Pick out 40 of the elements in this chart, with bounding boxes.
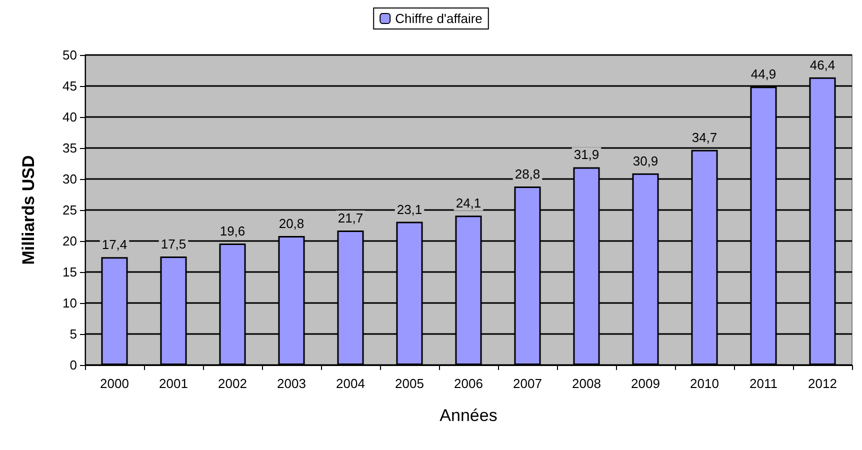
y-tick-label: 5: [70, 326, 77, 342]
y-axis-title: Milliards USD: [19, 155, 38, 265]
y-tick-label: 25: [62, 202, 77, 218]
data-label: 46,4: [810, 57, 836, 72]
data-label: 20,8: [278, 216, 304, 232]
data-label: 24,1: [456, 196, 482, 211]
data-label: 19,6: [220, 223, 246, 238]
x-tick-label: 2002: [218, 376, 247, 391]
y-tick-label: 10: [62, 296, 77, 310]
x-tick-label: 2004: [336, 376, 365, 391]
x-tick-label: 2003: [277, 376, 306, 391]
y-tick-label: 45: [62, 78, 77, 94]
legend-label: Chiffre d'affaire: [395, 11, 482, 26]
data-label: 30,9: [632, 153, 658, 168]
data-label: 34,7: [692, 130, 718, 145]
x-tick-label: 2000: [100, 376, 129, 391]
x-tick-label: 2005: [395, 376, 424, 391]
x-tick-label: 2001: [159, 376, 188, 391]
x-tick-label: 2007: [513, 376, 542, 391]
data-label: 28,8: [514, 166, 540, 182]
y-tick-label: 50: [62, 48, 77, 62]
data-label: 17,4: [102, 237, 128, 252]
data-label: 23,1: [396, 202, 422, 217]
y-tick-label: 30: [62, 172, 77, 186]
x-axis-title: Années: [440, 406, 498, 425]
y-tick-label: 20: [62, 234, 77, 248]
y-tick-label: 35: [62, 140, 77, 156]
x-tick-label: 2010: [690, 376, 719, 391]
x-tick-label: 2008: [572, 376, 601, 391]
x-tick-label: 2012: [808, 376, 837, 391]
data-label: 31,9: [574, 147, 600, 162]
data-label: 44,9: [750, 66, 776, 82]
y-tick-label: 0: [70, 358, 77, 372]
y-tick-label: 15: [62, 264, 77, 280]
x-tick-label: 2009: [631, 376, 660, 391]
x-tick-label: 2011: [750, 376, 778, 391]
x-tick-label: 2006: [454, 376, 483, 391]
y-tick-label: 40: [62, 110, 77, 124]
data-label: 21,7: [338, 210, 364, 226]
data-label: 17,5: [160, 236, 186, 252]
